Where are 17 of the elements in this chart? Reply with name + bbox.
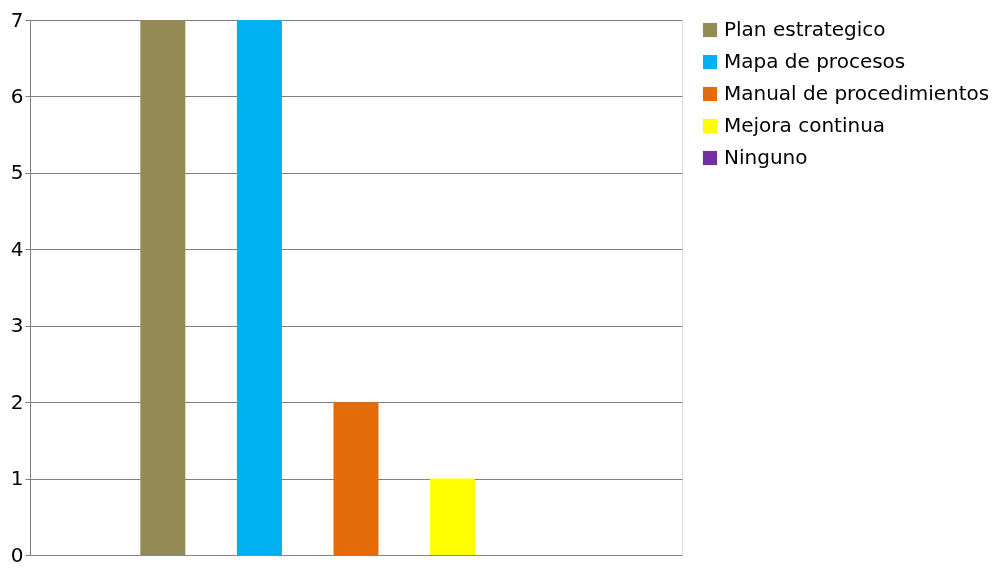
legend-label: Ninguno: [724, 145, 808, 169]
legend-label: Mejora continua: [724, 113, 886, 137]
y-tick-label: 2: [10, 389, 24, 414]
bar: [236, 20, 282, 555]
y-tick-label: 5: [10, 160, 24, 185]
y-tick-label: 6: [10, 83, 24, 108]
legend-label: Manual de procedimientos: [724, 81, 990, 105]
y-tick-label: 7: [10, 7, 24, 32]
y-tick-label: 0: [10, 542, 24, 567]
y-tick-label: 4: [10, 236, 24, 261]
bar: [430, 478, 476, 555]
y-tick-label: 1: [10, 466, 24, 491]
y-tick-label: 3: [10, 313, 24, 338]
legend-label: Plan estrategico: [724, 17, 886, 41]
legend-label: Mapa de procesos: [724, 49, 906, 73]
bar: [140, 20, 186, 555]
bar: [333, 402, 379, 555]
